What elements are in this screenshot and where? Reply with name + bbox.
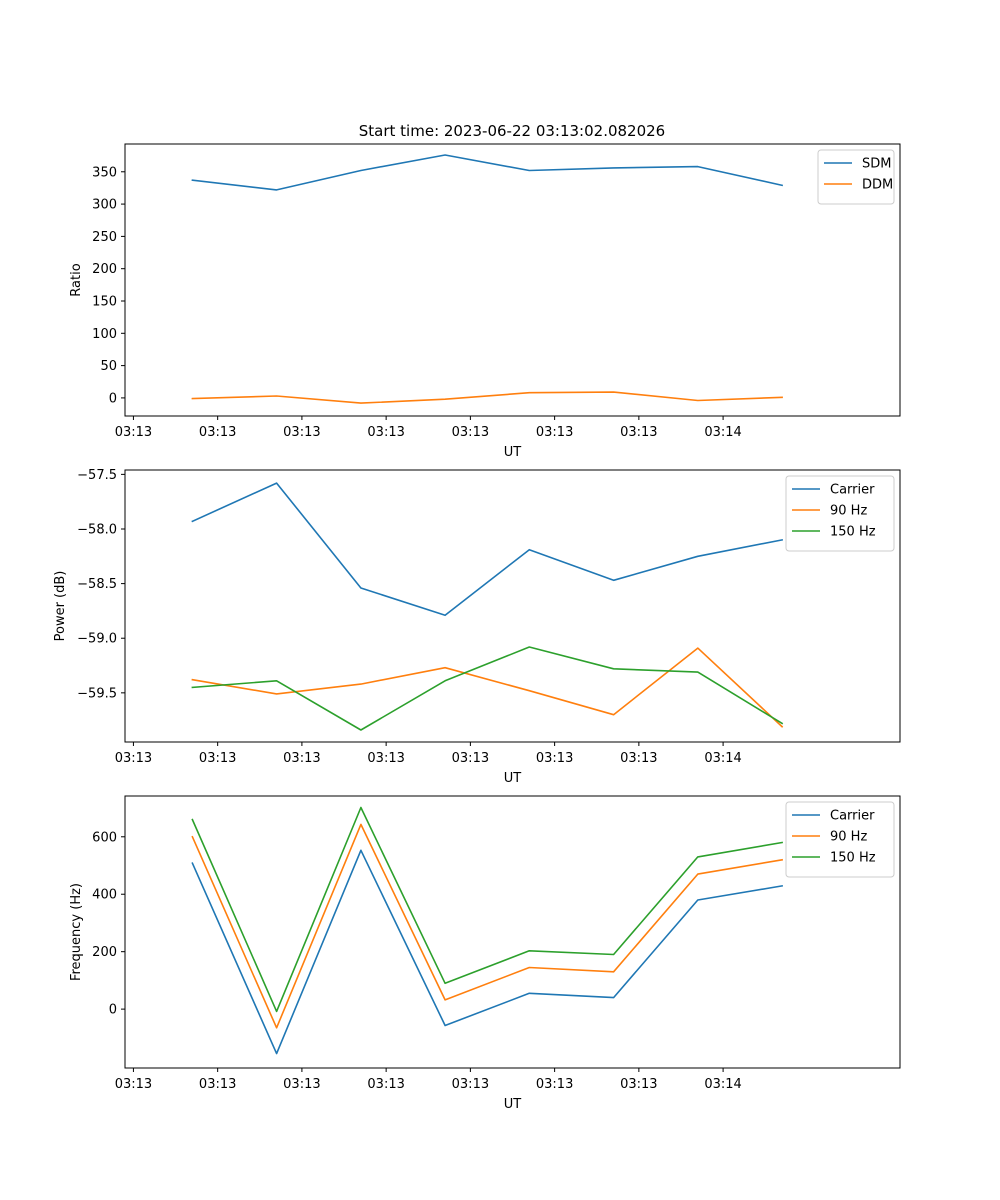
y-tick-label: 100 [92,327,117,342]
y-tick-label: −58.0 [77,522,117,537]
series-line-2 [191,647,784,728]
y-tick-label: 0 [109,1003,117,1018]
chart-panel-3: 03:13 03:13 03:13 03:13 03:13 03:13 03:13 03:14… [69,795,901,1112]
panels: 03:13 03:13 03:13 03:13 03:13 03:13 03:13 03:14… [53,143,901,1112]
x-tick-label: 03:13 [620,1077,657,1092]
x-tick-label: 03:13 [367,1077,404,1092]
y-tick-label: 350 [92,165,117,180]
x-tick-label: 03:14 [704,751,741,766]
y-axis-label: Frequency (Hz) [69,883,84,981]
axes-frame [124,795,901,1069]
x-tick-label: 03:13 [115,1077,152,1092]
x-tick-label: 03:13 [367,751,404,766]
y-axis-label: Power (dB) [53,571,68,642]
x-tick-label: 03:13 [620,425,657,440]
x-tick-label: 03:13 [199,751,236,766]
x-axis-label: UT [504,445,522,460]
y-tick-label: 200 [92,262,117,277]
legend-label-3: 150 Hz [830,525,876,540]
y-tick-label: 50 [100,359,117,374]
legend-box [785,801,895,878]
series-line-2 [191,391,783,404]
x-tick-label: 03:13 [115,751,152,766]
legend: Carrier 90 Hz 150 Hz [785,801,895,878]
x-tick-label: 03:13 [536,751,573,766]
legend-label-2: DDM [862,178,893,193]
x-axis-label: UT [504,771,522,786]
legend-box [785,475,895,552]
x-tick-label: 03:13 [536,425,573,440]
chart-panel-2: 03:13 03:13 03:13 03:13 03:13 03:13 03:13 03:14… [53,468,901,786]
y-tick-label: 200 [92,945,117,960]
series-line-1 [191,849,784,1055]
legend-label-1: Carrier [830,809,875,824]
y-tick-label: 300 [92,198,117,213]
x-tick-label: 03:13 [115,425,152,440]
y-tick-label: 400 [92,888,117,903]
y-axis-label: Ratio [69,263,84,296]
x-tick-label: 03:13 [536,1077,573,1092]
legend-label-2: 90 Hz [830,830,867,845]
y-tick-label: 250 [92,230,117,245]
legend-label-2: 90 Hz [830,504,867,519]
x-tick-label: 03:13 [199,425,236,440]
x-tick-label: 03:13 [452,1077,489,1092]
legend-label-3: 150 Hz [830,851,876,866]
legend: SDM DDM [817,149,895,205]
legend-label-1: SDM [862,157,891,172]
series-line-2 [191,823,784,1029]
axes-frame [124,143,901,417]
x-tick-label: 03:13 [283,1077,320,1092]
y-tick-label: 600 [92,830,117,845]
x-tick-label: 03:13 [367,425,404,440]
y-tick-label: −57.5 [77,468,117,483]
y-tick-label: 150 [92,294,117,309]
series-line-1 [191,154,784,191]
chart-panel-1: 03:13 03:13 03:13 03:13 03:13 03:13 03:13 03:14… [69,143,901,460]
figure-title: Start time: 2023-06-22 03:13:02.082026 [359,122,665,140]
x-axis-label: UT [504,1097,522,1112]
axes-frame [124,469,901,743]
y-tick-label: −59.0 [77,632,117,647]
y-tick-label: 0 [109,391,117,406]
x-tick-label: 03:14 [704,1077,741,1092]
x-tick-label: 03:13 [620,751,657,766]
x-tick-label: 03:14 [704,425,741,440]
series-line-3 [191,646,784,731]
legend-label-1: Carrier [830,483,875,498]
legend: Carrier 90 Hz 150 Hz [785,475,895,552]
x-tick-label: 03:13 [283,751,320,766]
series-line-3 [191,806,784,1013]
y-tick-label: −59.5 [77,686,117,701]
x-tick-label: 03:13 [452,751,489,766]
x-tick-label: 03:13 [199,1077,236,1092]
y-tick-label: −58.5 [77,577,117,592]
series-line-1 [191,482,784,617]
x-tick-label: 03:13 [452,425,489,440]
x-tick-label: 03:13 [283,425,320,440]
